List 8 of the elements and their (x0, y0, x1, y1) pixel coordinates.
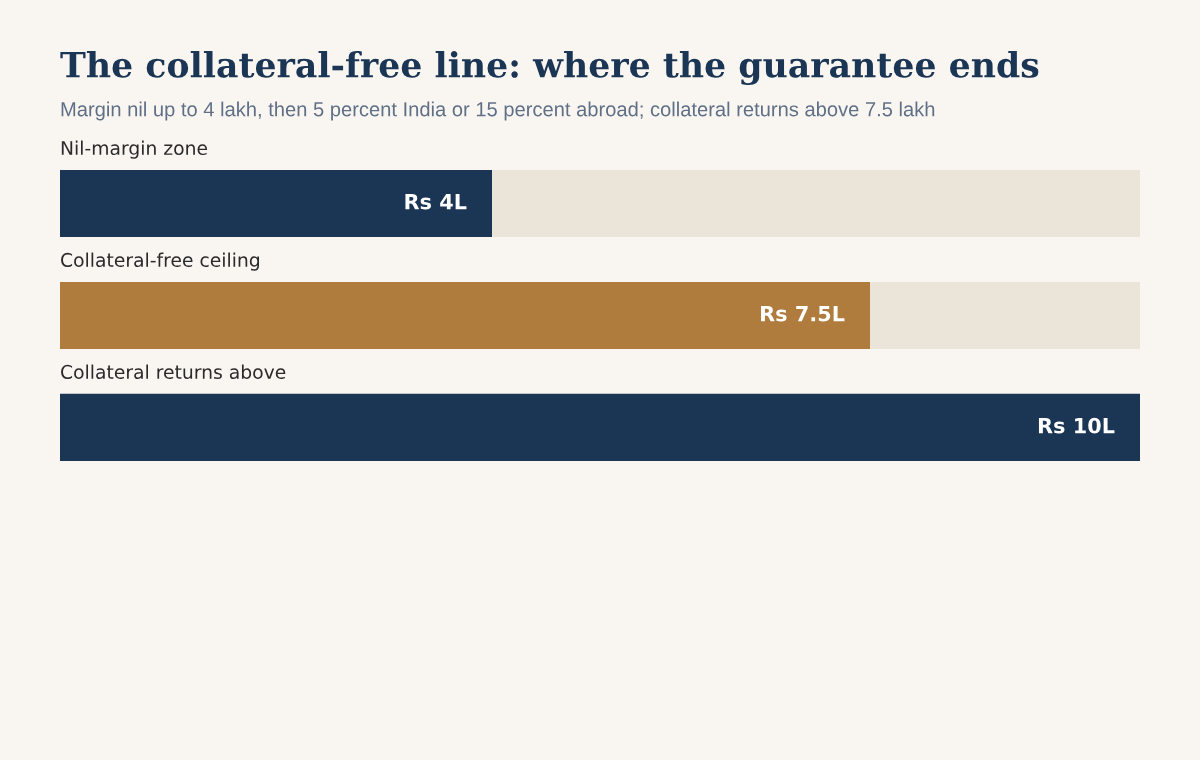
chart-subtitle: Margin nil up to 4 lakh, then 5 percent India or 15 percent abroad; collateral returns above 7.5 lakh (61, 101, 935, 121)
y-tick-label: Collateral-free ceiling (61, 252, 260, 271)
y-tick-label: Collateral returns above (61, 364, 286, 380)
data-label: Rs 10L (1038, 417, 1115, 434)
y-tick-label: Nil-margin zone (61, 140, 208, 159)
chart-title: The collateral-free line: where the guarantee ends (60, 50, 1039, 86)
data-label: Rs 7.5L (761, 306, 845, 322)
data-label: Rs 4L (405, 194, 467, 210)
